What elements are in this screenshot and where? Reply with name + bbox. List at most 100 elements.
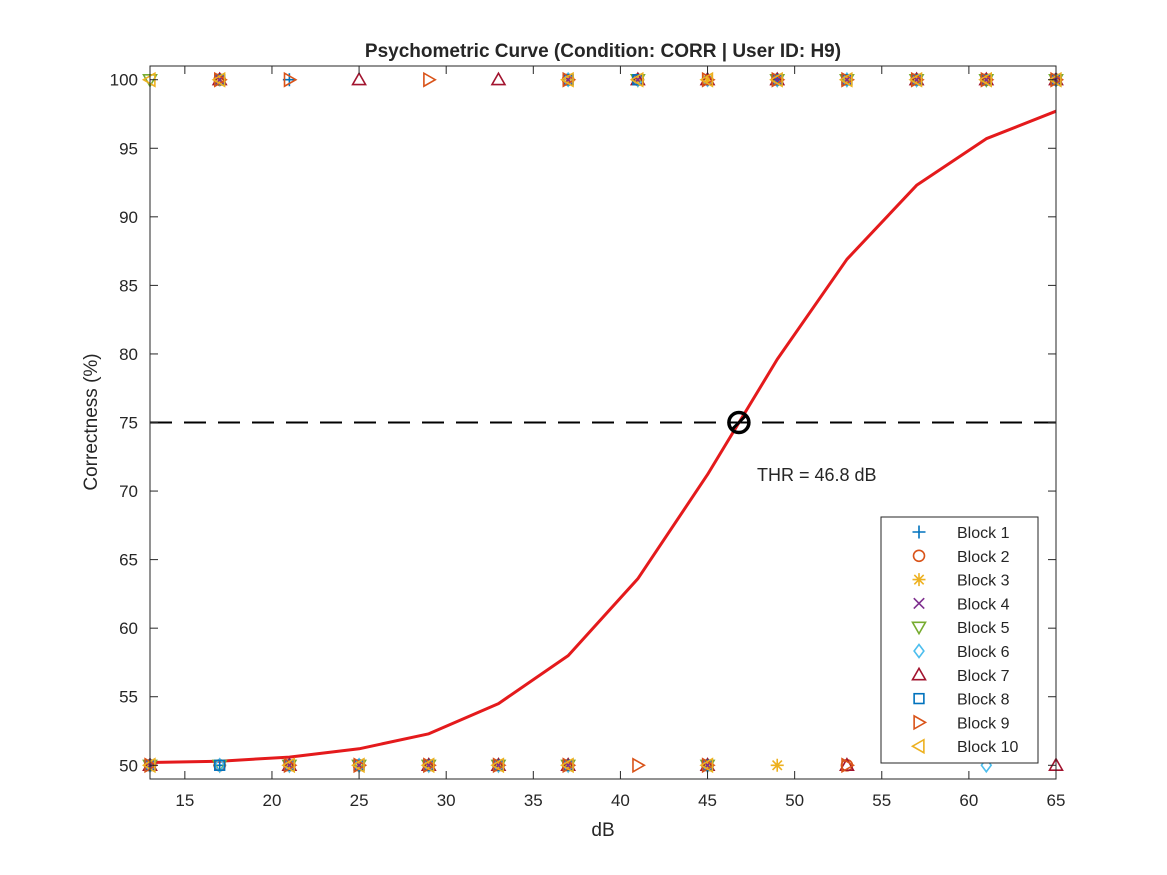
data-point — [283, 757, 298, 774]
data-point — [492, 757, 507, 774]
y-tick-label: 50 — [119, 756, 138, 775]
y-tick-label: 55 — [119, 688, 138, 707]
legend-label: Block 7 — [957, 668, 1010, 685]
data-point — [910, 71, 925, 88]
x-tick-label: 35 — [524, 791, 543, 810]
data-point — [701, 71, 716, 88]
data-point — [699, 757, 714, 774]
threshold-label: THR = 46.8 dB — [757, 465, 877, 485]
y-tick-label: 100 — [110, 71, 138, 90]
data-point — [281, 757, 296, 774]
y-tick-label: 80 — [119, 345, 138, 364]
y-tick-label: 70 — [119, 482, 138, 501]
legend-label: Block 2 — [957, 549, 1010, 566]
data-point — [213, 73, 226, 86]
y-tick-label: 75 — [119, 414, 138, 433]
data-point — [423, 759, 435, 772]
legend-label: Block 5 — [957, 620, 1010, 637]
data-point — [980, 73, 993, 86]
legend-marker — [912, 525, 926, 539]
series-block-4 — [144, 73, 1062, 772]
data-point — [770, 758, 784, 772]
data-point — [214, 759, 226, 771]
data-point — [351, 71, 367, 86]
data-point — [562, 71, 577, 88]
data-point — [490, 71, 507, 86]
data-point — [144, 757, 159, 774]
legend-marker — [913, 692, 925, 705]
legend-marker — [910, 738, 925, 755]
threshold-marker-slash — [730, 414, 747, 431]
psychometric-fit-curve — [149, 109, 1057, 764]
x-tick-label: 20 — [263, 791, 282, 810]
series-block-9 — [144, 71, 1065, 774]
data-point — [910, 73, 923, 86]
x-tick-label: 45 — [698, 791, 717, 810]
data-point — [769, 71, 783, 88]
data-point — [701, 757, 716, 774]
series-block-10 — [141, 71, 1062, 774]
data-point — [562, 759, 574, 772]
legend-label: Block 4 — [957, 596, 1010, 613]
data-point — [353, 757, 368, 774]
data-point — [211, 71, 226, 88]
data-point — [423, 71, 437, 88]
legend-label: Block 9 — [957, 715, 1010, 732]
x-tick-label: 50 — [785, 791, 804, 810]
data-point — [632, 757, 646, 774]
data-point — [841, 71, 856, 88]
legend-label: Block 3 — [957, 573, 1010, 590]
data-point — [213, 757, 226, 774]
x-tick-label: 15 — [175, 791, 194, 810]
data-point — [420, 757, 435, 774]
data-point — [490, 757, 505, 774]
data-point — [771, 73, 783, 86]
data-point — [838, 71, 853, 88]
data-point — [701, 73, 715, 87]
data-point — [701, 759, 714, 772]
legend-marker — [913, 643, 925, 659]
legend-box — [880, 516, 1039, 764]
data-point — [841, 757, 856, 774]
y-tick-label: 90 — [119, 208, 138, 227]
legend-marker — [912, 549, 926, 563]
y-tick-label: 95 — [119, 139, 138, 158]
x-tick-label: 25 — [350, 791, 369, 810]
data-point — [562, 73, 574, 86]
x-tick-label: 60 — [959, 791, 978, 810]
legend-marker — [912, 573, 926, 587]
data-point — [699, 71, 714, 88]
data-point — [283, 71, 298, 88]
data-point — [978, 71, 992, 88]
x-tick-label: 55 — [872, 791, 891, 810]
data-point — [1047, 71, 1062, 88]
y-tick-label: 60 — [119, 619, 138, 638]
data-point — [839, 757, 855, 771]
data-point — [980, 71, 995, 88]
x-axis-label: dB — [591, 820, 614, 841]
data-point — [699, 71, 716, 86]
threshold-marker — [727, 410, 751, 435]
y-axis-label: Correctness (%) — [81, 353, 102, 490]
legend-label: Block 10 — [957, 739, 1018, 756]
data-point — [214, 71, 228, 88]
x-tick-label: 65 — [1047, 791, 1066, 810]
data-point — [350, 757, 365, 774]
legend: Block 1 Block 2 Block 3 Block 4 Block 5 Block… — [880, 516, 1039, 764]
x-tick-label: 40 — [611, 791, 630, 810]
data-point — [353, 759, 365, 772]
data-point — [492, 759, 505, 772]
data-point — [841, 73, 853, 86]
data-point — [560, 757, 574, 774]
data-point — [908, 71, 923, 88]
data-point — [632, 73, 644, 86]
legend-label: Block 1 — [957, 525, 1010, 542]
data-point — [629, 71, 644, 88]
data-point — [560, 71, 574, 88]
threshold-marker-circle — [727, 410, 751, 435]
legend-label: Block 8 — [957, 692, 1010, 709]
y-tick-label: 65 — [119, 551, 138, 570]
legend-marker — [911, 666, 927, 681]
legend-marker — [913, 597, 925, 610]
